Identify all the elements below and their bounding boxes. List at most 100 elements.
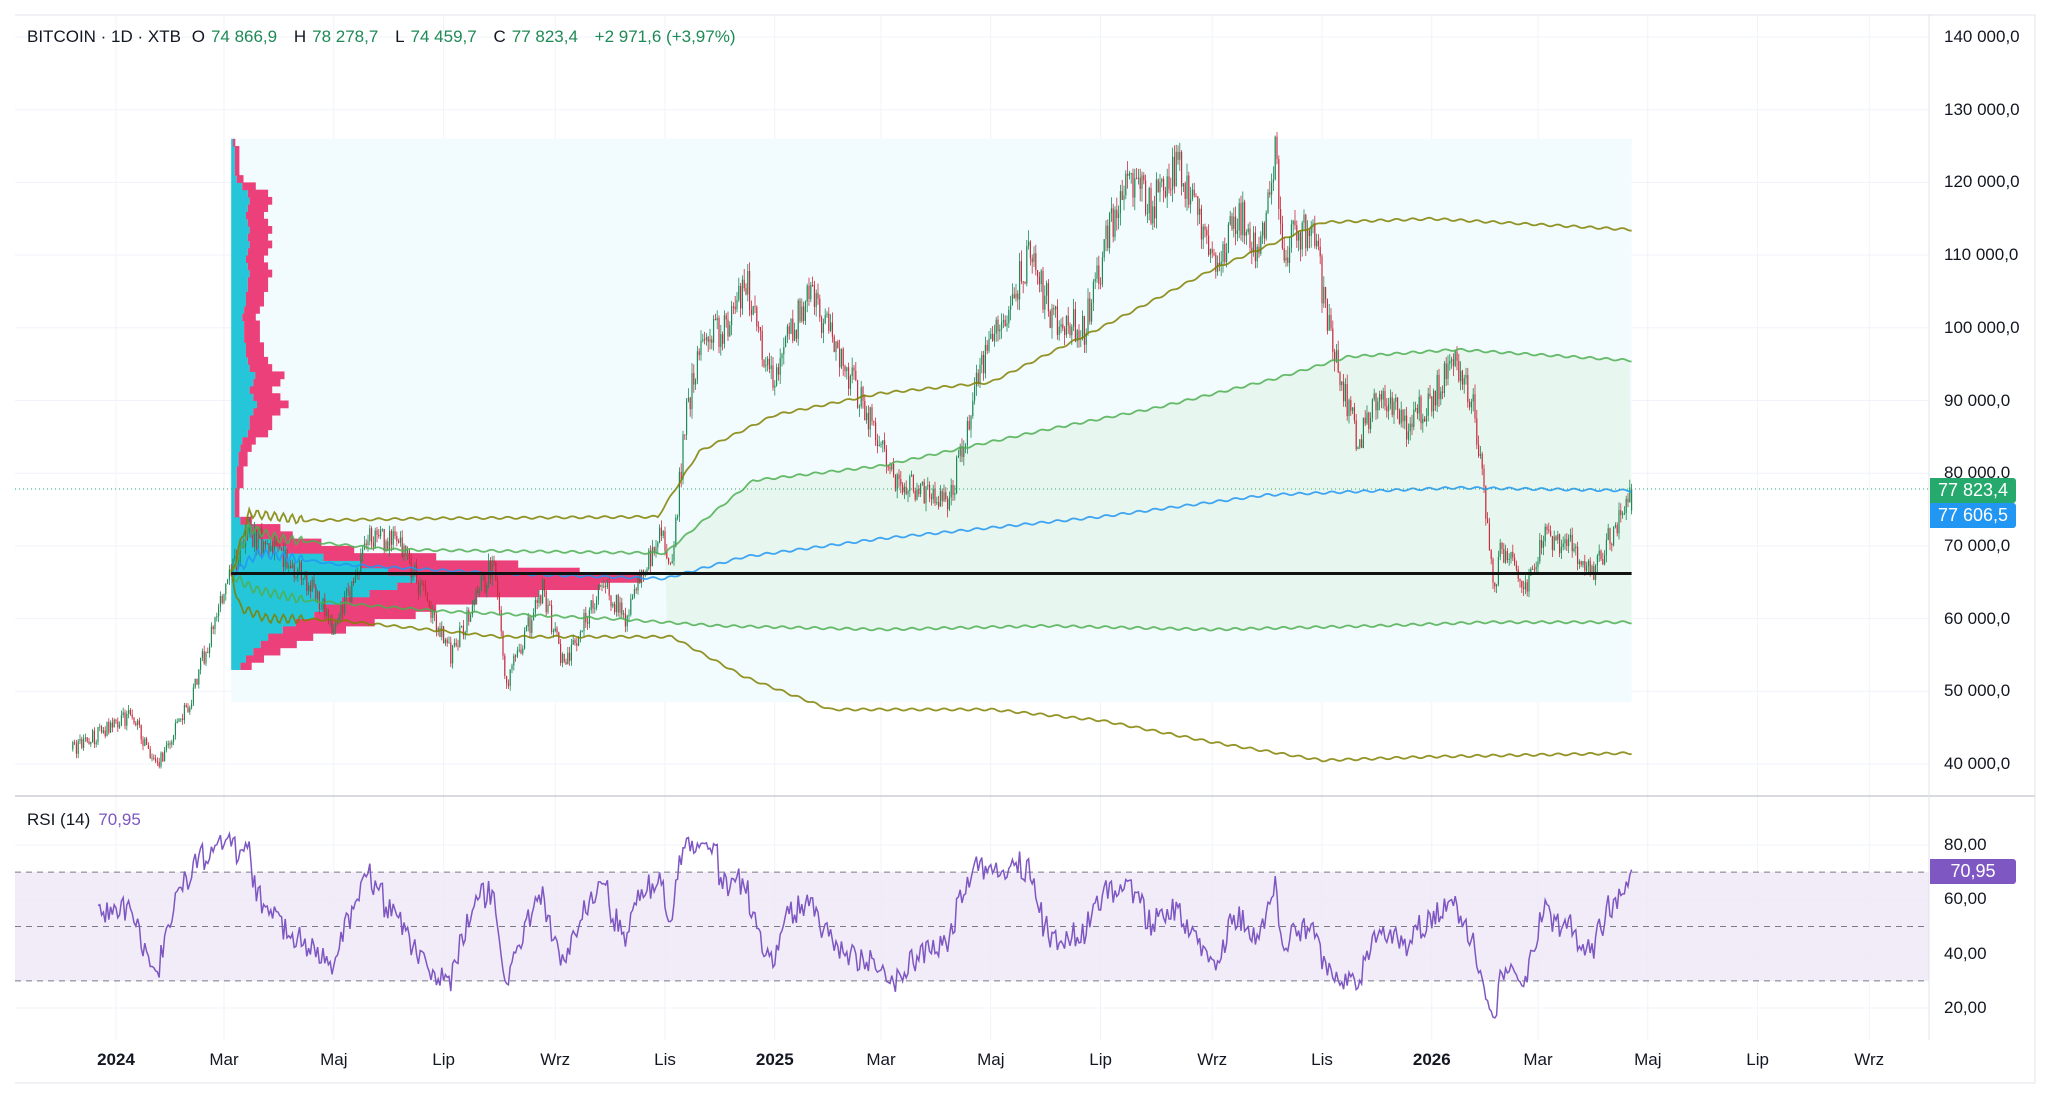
candle-body <box>84 737 86 739</box>
candle-body <box>709 339 711 342</box>
candle-body <box>1519 578 1521 581</box>
candle-body <box>522 648 524 654</box>
profile-bar-up <box>231 211 246 220</box>
candle-body <box>115 719 117 722</box>
candle-body <box>129 710 131 715</box>
candle-body <box>1384 391 1386 407</box>
candle-body <box>918 489 920 495</box>
candle-body <box>421 583 423 585</box>
candle-body <box>1476 418 1478 445</box>
candle-body <box>1479 453 1481 456</box>
candle-body <box>1274 136 1276 180</box>
candle-body <box>1577 546 1579 564</box>
candle-body <box>1571 534 1573 552</box>
profile-bar-up <box>231 415 250 423</box>
candle-body <box>435 615 437 632</box>
profile-bar-up <box>231 240 250 249</box>
candle-body <box>500 610 502 632</box>
candle-body <box>776 367 778 386</box>
price-tick-label: 90 000,0 <box>1944 390 2011 410</box>
candle-body <box>538 595 540 603</box>
candle-body <box>1332 328 1334 353</box>
candle-body <box>423 583 425 586</box>
candle-body <box>835 341 837 353</box>
candle-body <box>277 544 279 546</box>
candle-body <box>1204 226 1206 230</box>
overlay-lines <box>15 488 1929 576</box>
candle-body <box>317 591 319 599</box>
candle-body <box>1526 582 1528 592</box>
profile-bar-up <box>231 371 256 380</box>
candle-body <box>92 730 94 742</box>
candle-body <box>1177 151 1179 160</box>
candle-body <box>1085 332 1087 345</box>
candle-body <box>1380 394 1382 400</box>
candle-body <box>1074 309 1076 342</box>
candle-body <box>1344 384 1346 402</box>
candle-body <box>653 547 655 554</box>
candle-body <box>741 279 743 309</box>
profile-bar-down <box>253 407 281 416</box>
candle-body <box>228 569 230 580</box>
profile-bar-up <box>231 204 248 212</box>
candle-body <box>1010 305 1012 310</box>
candle-body <box>592 600 594 609</box>
candle-body <box>200 657 202 670</box>
candle-body <box>520 649 522 654</box>
candle-body <box>896 474 898 491</box>
candle-body <box>191 703 193 708</box>
candle-body <box>684 434 686 436</box>
candle-body <box>686 401 688 435</box>
price-tick-label: 130 000,0 <box>1944 99 2020 119</box>
profile-bar-down <box>245 342 264 351</box>
candle-body <box>1580 561 1582 565</box>
profile-bar-up <box>231 182 243 191</box>
candle-body <box>1287 257 1289 263</box>
candle-body <box>583 612 585 631</box>
profile-bar-down <box>247 356 269 365</box>
candle-body <box>983 354 985 374</box>
candle-body <box>1069 325 1071 336</box>
candle-body <box>1550 530 1552 537</box>
rsi-legend[interactable]: RSI (14) 70,95 <box>27 810 141 830</box>
candle-body <box>419 583 421 594</box>
candle-body <box>617 594 619 613</box>
profile-bar-up <box>231 604 324 612</box>
candle-body <box>219 596 221 607</box>
candle-body <box>1568 538 1570 547</box>
candle-body <box>603 586 605 588</box>
candle-body <box>792 318 794 341</box>
candle-body <box>441 626 443 638</box>
symbol-title[interactable]: BITCOIN · 1D · XTB <box>27 27 181 46</box>
profile-bar-down <box>234 495 240 503</box>
candle-body <box>1134 178 1136 198</box>
candle-body <box>183 705 185 720</box>
candle-body <box>815 293 817 307</box>
candle-body <box>630 598 632 615</box>
candle-body <box>720 334 722 348</box>
candle-body <box>497 580 499 595</box>
candle-body <box>1256 246 1258 262</box>
candle-body <box>1553 536 1555 550</box>
candle-body <box>351 581 353 603</box>
candle-body <box>1398 410 1400 424</box>
candle-body <box>1130 173 1132 175</box>
profile-bar-up <box>231 400 258 409</box>
rsi-label[interactable]: RSI (14) <box>27 810 91 829</box>
candle-body <box>830 322 832 331</box>
candle-body <box>947 499 949 510</box>
candle-body <box>804 301 806 321</box>
candle-body <box>1046 283 1048 296</box>
candle-body <box>153 757 155 759</box>
candle-body <box>1281 223 1283 249</box>
candle-body <box>857 380 859 408</box>
candle-body <box>1625 498 1627 514</box>
candle-body <box>641 570 643 583</box>
upper-band-2-line <box>230 216 1632 572</box>
candle-body <box>1629 487 1631 502</box>
candle-body <box>907 490 909 494</box>
candle-body <box>990 333 992 339</box>
candle-body <box>1276 136 1278 160</box>
symbol-legend[interactable]: BITCOIN · 1D · XTB O 74 866,9 H 78 278,7 L… <box>27 27 741 47</box>
